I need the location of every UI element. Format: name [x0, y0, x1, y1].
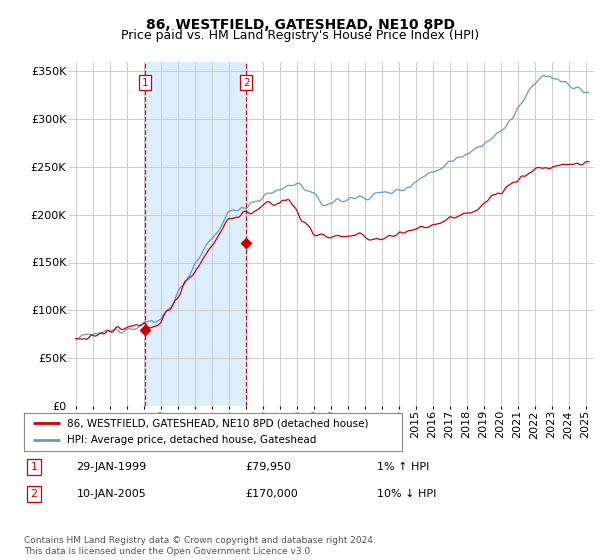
Text: HPI: Average price, detached house, Gateshead: HPI: Average price, detached house, Gate…	[67, 435, 317, 445]
Text: Price paid vs. HM Land Registry's House Price Index (HPI): Price paid vs. HM Land Registry's House …	[121, 29, 479, 42]
Text: £170,000: £170,000	[245, 489, 298, 499]
Text: Contains HM Land Registry data © Crown copyright and database right 2024.
This d: Contains HM Land Registry data © Crown c…	[24, 536, 376, 556]
Text: 10% ↓ HPI: 10% ↓ HPI	[377, 489, 437, 499]
Text: 10-JAN-2005: 10-JAN-2005	[76, 489, 146, 499]
Text: 2: 2	[243, 78, 250, 88]
Text: 1: 1	[31, 462, 37, 472]
Text: 86, WESTFIELD, GATESHEAD, NE10 8PD (detached house): 86, WESTFIELD, GATESHEAD, NE10 8PD (deta…	[67, 418, 369, 428]
Text: £79,950: £79,950	[245, 462, 291, 472]
Text: 2: 2	[31, 489, 37, 499]
Text: 86, WESTFIELD, GATESHEAD, NE10 8PD: 86, WESTFIELD, GATESHEAD, NE10 8PD	[146, 18, 455, 32]
Text: 1: 1	[142, 78, 148, 88]
Text: 1% ↑ HPI: 1% ↑ HPI	[377, 462, 430, 472]
Text: 29-JAN-1999: 29-JAN-1999	[76, 462, 146, 472]
Bar	[145, 62, 247, 406]
